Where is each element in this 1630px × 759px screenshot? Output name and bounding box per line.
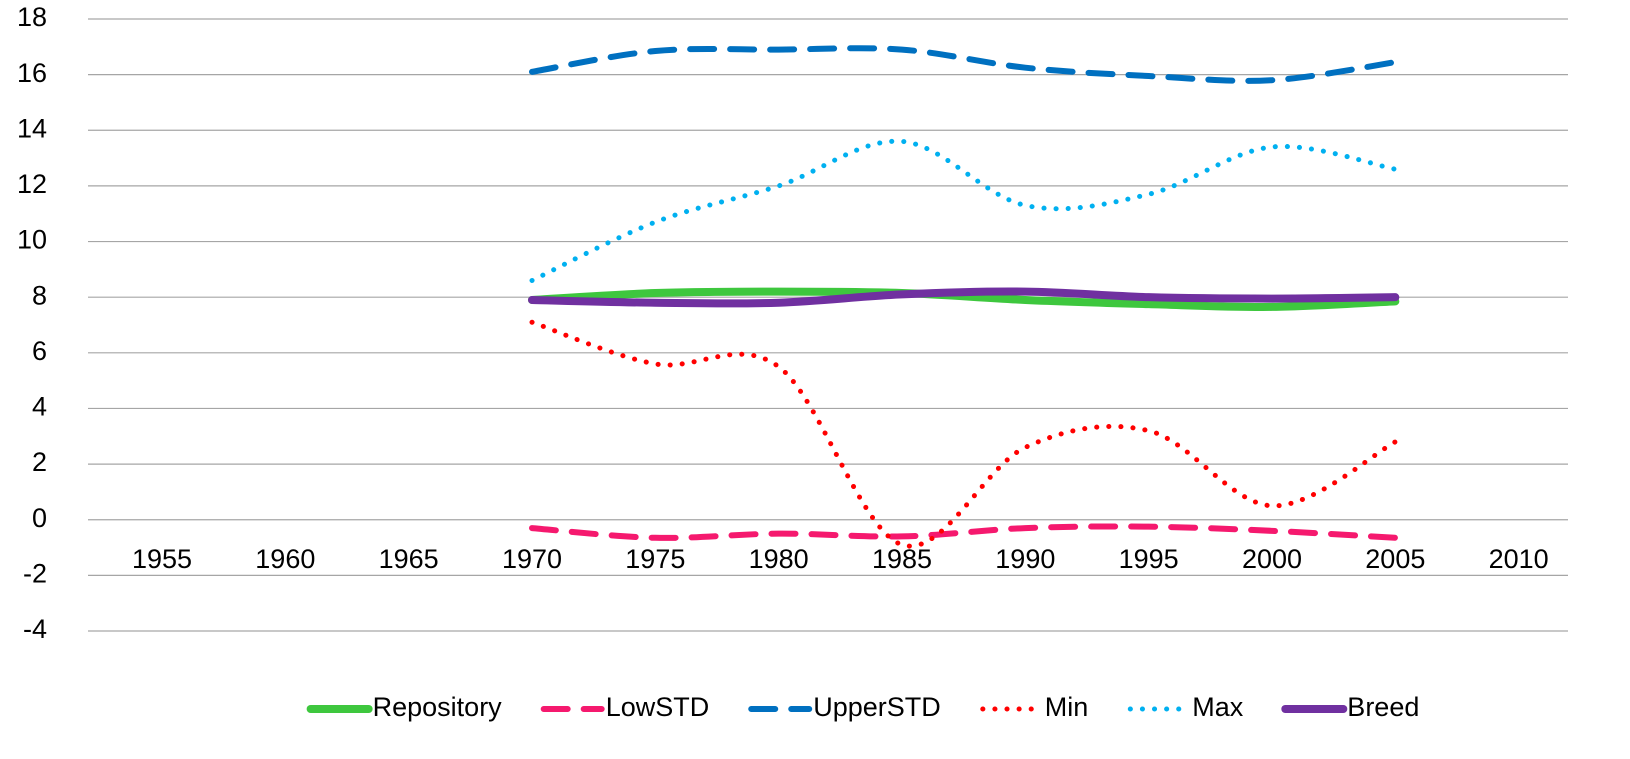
x-tick-label: 2010: [1489, 544, 1549, 574]
y-tick-label: 6: [32, 336, 47, 366]
legend-label: UpperSTD: [813, 692, 941, 722]
y-tick-label: 8: [32, 280, 47, 310]
x-tick-label: 1995: [1119, 544, 1179, 574]
series-line: [529, 319, 1398, 549]
x-tick-label: 1960: [255, 544, 315, 574]
series-line: [529, 523, 1399, 541]
x-tick-label: 1970: [502, 544, 562, 574]
legend-label: Min: [1045, 692, 1089, 722]
legend-label: Breed: [1347, 692, 1419, 722]
x-tick-label: 1990: [995, 544, 1055, 574]
legend-label: Repository: [373, 692, 503, 722]
series-line: [528, 287, 1400, 308]
x-tick-label: 2000: [1242, 544, 1302, 574]
x-tick-label: 1965: [379, 544, 439, 574]
y-tick-label: -2: [23, 558, 47, 588]
legend-item: LowSTD: [540, 692, 710, 722]
legend: Repository LowSTD UpperSTD Min Max Breed: [306, 692, 1419, 722]
y-tick-label: 10: [17, 225, 47, 255]
x-tick-label: 1975: [625, 544, 685, 574]
y-tick-label: 16: [17, 58, 47, 88]
x-tick-label: 1955: [132, 544, 192, 574]
x-tick-label: 2005: [1365, 544, 1425, 574]
legend-item: Max: [1127, 692, 1244, 722]
y-tick-label: 12: [17, 169, 47, 199]
y-tick-label: 2: [32, 447, 47, 477]
legend-item: UpperSTD: [748, 692, 941, 722]
x-tick-label: 1985: [872, 544, 932, 574]
legend-label: Max: [1192, 692, 1244, 722]
y-tick-label: 4: [32, 392, 47, 422]
legend-label: LowSTD: [606, 692, 710, 722]
legend-item: Min: [980, 692, 1089, 722]
y-tick-label: 0: [32, 503, 47, 533]
legend-item: Breed: [1281, 692, 1419, 722]
y-tick-label: 14: [17, 113, 47, 143]
legend-item: Repository: [306, 692, 503, 722]
series-line: [529, 138, 1398, 283]
y-tick-label: -4: [23, 614, 47, 644]
x-tick-label: 1980: [749, 544, 809, 574]
series-line: [529, 45, 1399, 84]
series-line: [528, 287, 1400, 311]
y-tick-label: 18: [17, 2, 47, 32]
